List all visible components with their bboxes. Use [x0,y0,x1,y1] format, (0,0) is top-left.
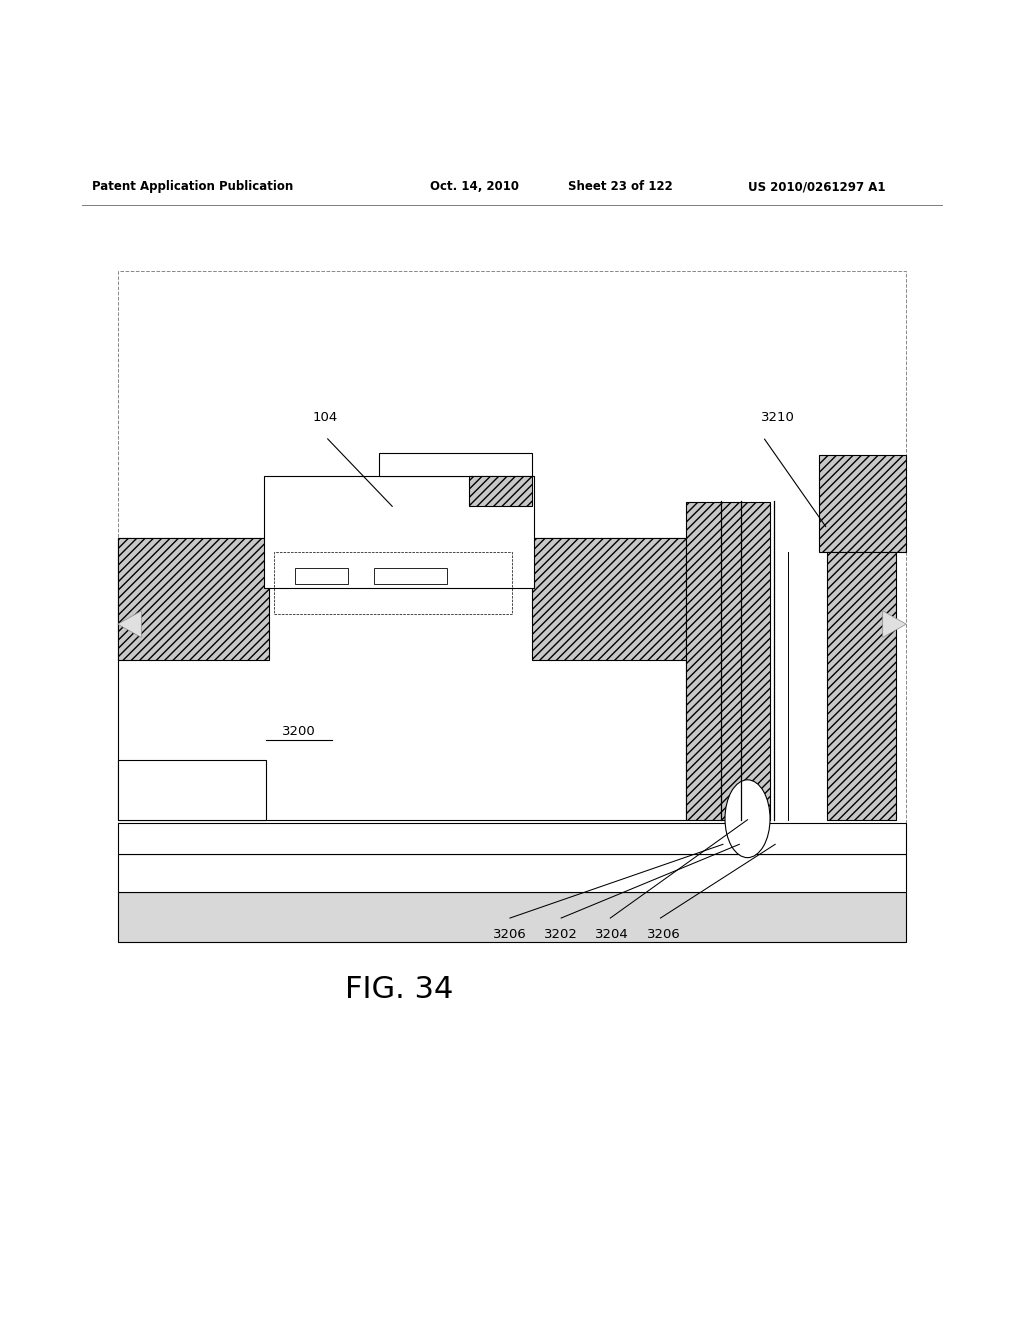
Text: FIG. 34: FIG. 34 [345,975,454,1005]
Text: Sheet 23 of 122: Sheet 23 of 122 [568,181,673,194]
Bar [819,455,906,553]
Text: Patent Application Publication: Patent Application Publication [92,181,294,194]
Text: 104: 104 [313,412,338,425]
Bar [532,539,686,660]
Polygon shape [883,611,906,638]
Text: 3204: 3204 [596,928,629,941]
Bar [469,475,532,507]
Bar [379,453,532,475]
Bar [274,553,512,614]
Text: 3202: 3202 [544,928,579,941]
Bar [118,539,269,660]
Bar [827,553,896,820]
Text: Oct. 14, 2010: Oct. 14, 2010 [430,181,519,194]
Bar [118,854,906,892]
Text: 3200: 3200 [283,725,315,738]
Text: US 2010/0261297 A1: US 2010/0261297 A1 [748,181,885,194]
Bar [374,568,447,585]
Polygon shape [118,611,141,638]
Bar [118,271,906,941]
Bar [118,892,906,941]
Bar [264,475,534,589]
Bar [118,822,906,854]
Bar [295,568,348,585]
Text: 3210: 3210 [761,412,796,425]
Bar [686,503,770,820]
Text: 3206: 3206 [647,928,680,941]
Ellipse shape [725,780,770,858]
Text: 3206: 3206 [494,928,526,941]
Bar [118,760,266,820]
Bar [118,539,686,820]
